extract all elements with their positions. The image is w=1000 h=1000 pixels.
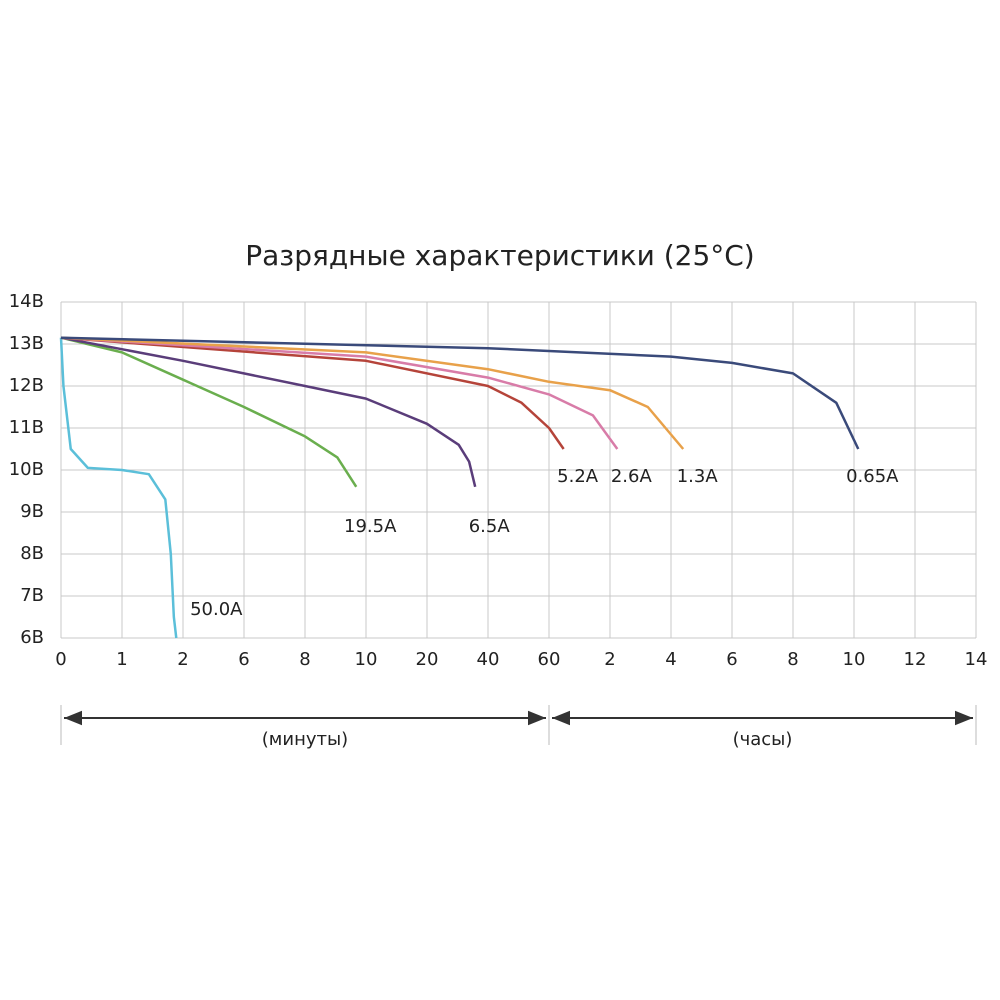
x-tick-label: 10 <box>355 649 378 670</box>
series-line <box>59 337 178 639</box>
span-label: (минуты) <box>262 729 348 750</box>
series-line <box>60 336 685 450</box>
x-tick-label: 8 <box>787 649 798 670</box>
series-label: 2.6A <box>611 466 653 487</box>
series-line <box>60 336 619 450</box>
x-tick-label: 0 <box>55 649 66 670</box>
chart-title: Разрядные характеристики (25°C) <box>245 239 754 272</box>
x-tick-label: 2 <box>604 649 615 670</box>
y-tick-label: 7В <box>20 585 44 606</box>
series-label: 1.3A <box>677 466 719 487</box>
y-tick-label: 9В <box>20 501 44 522</box>
x-tick-label: 14 <box>965 649 988 670</box>
series-line <box>60 336 860 450</box>
x-tick-label: 6 <box>238 649 249 670</box>
x-tick-label: 60 <box>538 649 561 670</box>
x-tick-label: 6 <box>726 649 737 670</box>
y-tick-label: 10В <box>9 459 44 480</box>
x-tick-label: 1 <box>116 649 127 670</box>
series-line <box>60 336 358 488</box>
span-label: (часы) <box>733 729 793 750</box>
x-tick-label: 8 <box>299 649 310 670</box>
series-label: 50.0A <box>190 599 243 620</box>
y-tick-label: 12В <box>9 375 44 396</box>
series-line <box>60 336 565 450</box>
x-tick-label: 40 <box>477 649 500 670</box>
x-tick-label: 20 <box>416 649 439 670</box>
y-tick-label: 6В <box>20 627 44 648</box>
series-label: 6.5A <box>469 516 511 537</box>
x-tick-label: 12 <box>904 649 927 670</box>
series-label: 19.5A <box>344 516 397 537</box>
y-tick-label: 13В <box>9 333 44 354</box>
series-label: 5.2A <box>557 466 599 487</box>
y-tick-label: 14В <box>9 291 44 312</box>
y-tick-label: 8В <box>20 543 44 564</box>
x-tick-label: 10 <box>843 649 866 670</box>
y-tick-label: 11В <box>9 417 44 438</box>
series-line <box>60 336 477 488</box>
series-label: 0.65A <box>846 466 899 487</box>
x-tick-label: 2 <box>177 649 188 670</box>
x-tick-label: 4 <box>665 649 676 670</box>
